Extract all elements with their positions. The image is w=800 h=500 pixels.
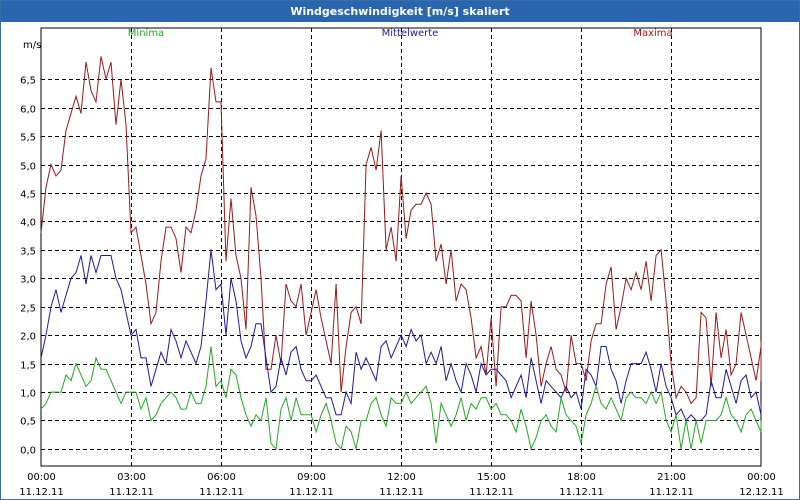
y-tick-label: 6,5 (20, 76, 36, 87)
series-line-mittelwerte (40, 249, 762, 422)
x-tick-date: 11.12.11 (469, 487, 514, 498)
y-axis: m/s 0,0 0,5 1,0 1,5 2,0 2,5 3,0 3,5 4,0 4,5 5,0 5,5… (20, 40, 41, 457)
legend-minima: Minima (128, 28, 164, 39)
y-tick-label: 1,5 (20, 361, 36, 372)
grid-lines (41, 28, 761, 466)
x-tick-date: 11.12.11 (109, 487, 154, 498)
x-tick-date: 11.12.11 (379, 487, 424, 498)
legend-mittelwerte: Mittelwerte (382, 28, 439, 39)
x-tick-time: 03:00 (117, 472, 146, 483)
x-tick-date: 11.12.11 (19, 487, 64, 498)
y-tick-label: 0,5 (20, 417, 36, 428)
x-tick-time: 06:00 (207, 472, 236, 483)
y-tick-label: 1,0 (20, 389, 36, 400)
x-axis: 00:00 11.12.11 03:00 11.12.11 06:00 11.12.11 0… (19, 472, 784, 498)
x-tick-date: 11.12.11 (559, 487, 604, 498)
series-line-minima (40, 346, 762, 451)
x-tick-time: 21:00 (657, 472, 686, 483)
y-tick-label: 4,5 (20, 190, 36, 201)
chart-title: Windgeschwindigkeit [m/s] skaliert (1, 1, 799, 22)
y-tick-label: 0,0 (20, 446, 36, 457)
x-tick-time: 15:00 (477, 472, 506, 483)
x-tick-time: 00:00 (27, 472, 56, 483)
x-tick-time: 12:00 (387, 472, 416, 483)
x-tick-time: 09:00 (297, 472, 326, 483)
legend-maxima: Maxima (633, 28, 672, 39)
y-tick-label: 3,5 (20, 247, 36, 258)
x-tick-time: 18:00 (567, 472, 596, 483)
x-tick-time: 00:00 (747, 472, 776, 483)
y-tick-label: 2,5 (20, 304, 36, 315)
y-tick-label: 6,0 (20, 105, 36, 116)
y-axis-label: m/s (23, 40, 41, 51)
x-tick-date: 11.12.11 (649, 487, 694, 498)
legend: Minima Mittelwerte Maxima (128, 28, 673, 39)
y-tick-label: 5,0 (20, 162, 36, 173)
x-tick-date: 12.12.11 (739, 487, 784, 498)
x-tick-date: 11.12.11 (199, 487, 244, 498)
y-tick-label: 5,5 (20, 133, 36, 144)
series-line-maxima (40, 56, 762, 405)
x-tick-date: 11.12.11 (289, 487, 334, 498)
y-tick-label: 3,0 (20, 275, 36, 286)
y-tick-label: 4,0 (20, 218, 36, 229)
y-tick-label: 2,0 (20, 332, 36, 343)
series-lines (40, 56, 762, 451)
